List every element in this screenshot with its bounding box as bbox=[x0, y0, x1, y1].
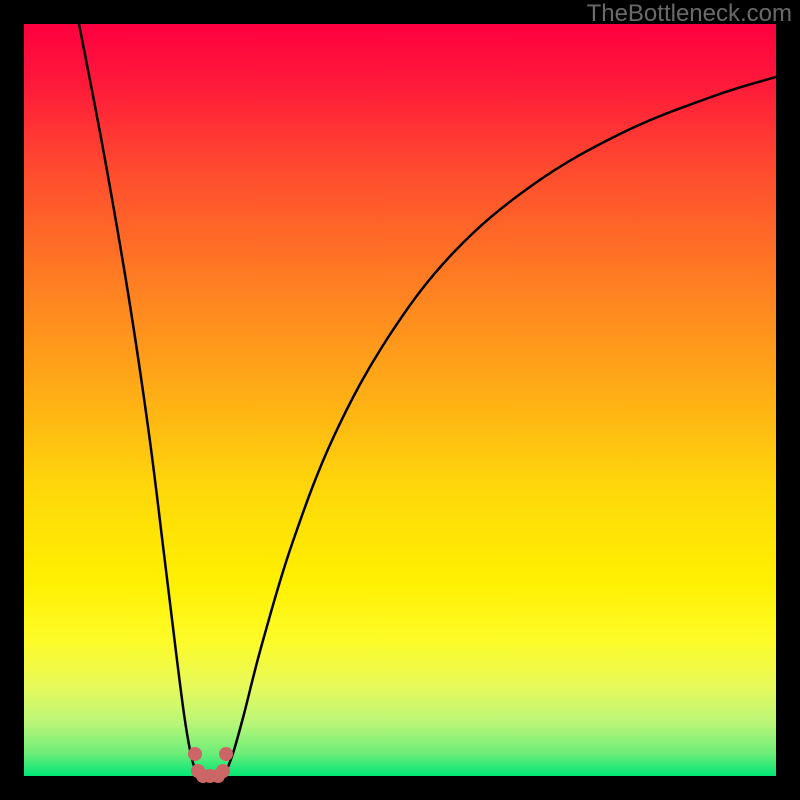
watermark-text: TheBottleneck.com bbox=[587, 0, 792, 28]
curve-svg bbox=[24, 24, 776, 776]
valley-marker bbox=[188, 747, 202, 761]
chart-canvas: TheBottleneck.com bbox=[0, 0, 800, 800]
valley-marker bbox=[216, 764, 230, 778]
curve-right-branch bbox=[222, 77, 776, 775]
curve-left-branch bbox=[79, 24, 200, 775]
valley-marker bbox=[219, 747, 233, 761]
plot-area bbox=[24, 24, 776, 776]
